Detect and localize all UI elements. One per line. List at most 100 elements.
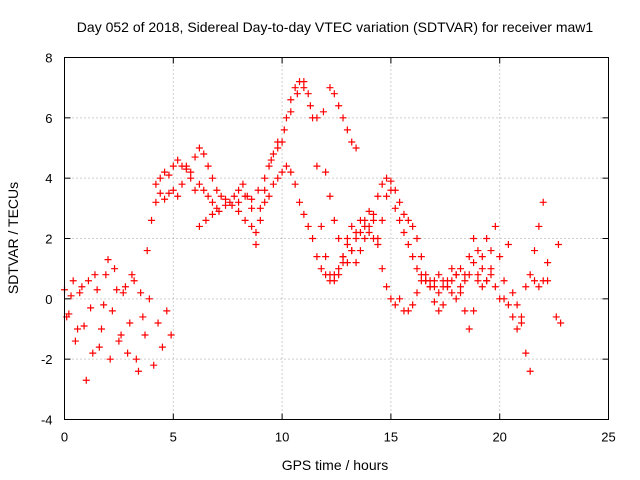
data-point bbox=[267, 156, 275, 164]
data-point bbox=[396, 216, 404, 224]
data-point bbox=[374, 192, 382, 200]
data-point bbox=[426, 277, 434, 285]
x-tick-label: 25 bbox=[601, 430, 615, 445]
data-point bbox=[522, 283, 530, 291]
data-point bbox=[113, 286, 121, 294]
data-point bbox=[343, 259, 351, 267]
data-point bbox=[313, 162, 321, 170]
data-point bbox=[256, 204, 264, 212]
data-point bbox=[339, 114, 347, 122]
data-point bbox=[383, 174, 391, 182]
data-point bbox=[552, 313, 560, 321]
data-point bbox=[200, 150, 208, 158]
data-point bbox=[208, 198, 216, 206]
data-point bbox=[400, 210, 408, 218]
data-point bbox=[500, 277, 508, 285]
data-point bbox=[228, 201, 236, 209]
data-point bbox=[526, 271, 534, 279]
data-point bbox=[128, 271, 136, 279]
data-point bbox=[430, 298, 438, 306]
data-point bbox=[361, 235, 369, 242]
data-point bbox=[396, 198, 404, 206]
data-point bbox=[296, 198, 304, 206]
tick-labels: 0 5 10 15 20 25 -4 -2 0 2 4 6 8 bbox=[41, 51, 616, 445]
data-point bbox=[335, 235, 343, 242]
data-point bbox=[274, 174, 282, 182]
data-point bbox=[217, 192, 225, 200]
data-point bbox=[487, 265, 495, 273]
y-axis-label: SDTVAR / TECUs bbox=[5, 182, 21, 294]
data-point bbox=[241, 216, 249, 224]
data-point bbox=[496, 253, 504, 261]
data-point bbox=[148, 216, 156, 224]
data-point bbox=[343, 241, 351, 249]
series-trace-b bbox=[63, 162, 552, 369]
chart-title: Day 052 of 2018, Sidereal Day-to-day VTE… bbox=[77, 19, 594, 35]
data-point bbox=[121, 283, 129, 291]
data-point bbox=[326, 192, 334, 200]
data-point bbox=[465, 325, 473, 333]
data-point bbox=[491, 222, 499, 230]
data-point bbox=[204, 192, 212, 200]
x-tick-label: 0 bbox=[61, 430, 68, 445]
data-point bbox=[531, 277, 539, 285]
data-point bbox=[152, 180, 160, 188]
data-point bbox=[230, 192, 238, 200]
data-point bbox=[102, 271, 110, 279]
data-point bbox=[448, 289, 456, 297]
data-point bbox=[204, 162, 212, 170]
data-point bbox=[378, 265, 386, 273]
data-point bbox=[387, 177, 395, 185]
data-point bbox=[352, 228, 360, 236]
data-point bbox=[387, 186, 395, 194]
data-point bbox=[554, 241, 562, 249]
data-point bbox=[252, 241, 260, 249]
data-point bbox=[352, 259, 360, 267]
data-point bbox=[97, 325, 105, 333]
data-point bbox=[76, 289, 84, 297]
data-point bbox=[330, 216, 338, 224]
data-point bbox=[483, 277, 491, 285]
data-point bbox=[369, 216, 377, 224]
data-point bbox=[84, 277, 92, 285]
data-point bbox=[435, 289, 443, 297]
data-point bbox=[208, 210, 216, 218]
data-point bbox=[478, 253, 486, 261]
data-point bbox=[374, 241, 382, 249]
data-point bbox=[487, 271, 495, 279]
data-point bbox=[470, 307, 478, 315]
data-point bbox=[261, 186, 269, 194]
series-trace-c bbox=[235, 84, 495, 303]
data-point bbox=[409, 253, 417, 261]
data-point bbox=[167, 331, 175, 339]
data-point bbox=[182, 162, 190, 170]
data-point bbox=[535, 222, 543, 230]
data-point bbox=[269, 150, 277, 158]
data-point bbox=[365, 207, 373, 215]
y-tick-label: 0 bbox=[45, 292, 52, 307]
data-point bbox=[287, 96, 295, 104]
data-point bbox=[517, 319, 525, 327]
data-point bbox=[330, 90, 338, 98]
data-point bbox=[313, 253, 321, 261]
y-tick-label: 4 bbox=[45, 171, 52, 186]
data-point bbox=[339, 253, 347, 261]
data-point bbox=[365, 228, 373, 236]
data-point bbox=[343, 126, 351, 134]
data-point bbox=[132, 355, 140, 363]
data-point bbox=[348, 247, 356, 255]
data-point bbox=[248, 195, 256, 203]
data-point bbox=[261, 174, 269, 182]
data-point bbox=[504, 301, 512, 309]
data-point bbox=[474, 277, 482, 285]
data-point bbox=[531, 247, 539, 255]
data-point bbox=[248, 222, 256, 230]
data-point bbox=[287, 108, 295, 116]
data-point bbox=[491, 283, 499, 291]
data-point bbox=[80, 322, 88, 330]
x-tick-label: 15 bbox=[384, 430, 398, 445]
plot-frame bbox=[64, 57, 609, 420]
data-point bbox=[69, 277, 77, 285]
data-point bbox=[483, 235, 491, 242]
